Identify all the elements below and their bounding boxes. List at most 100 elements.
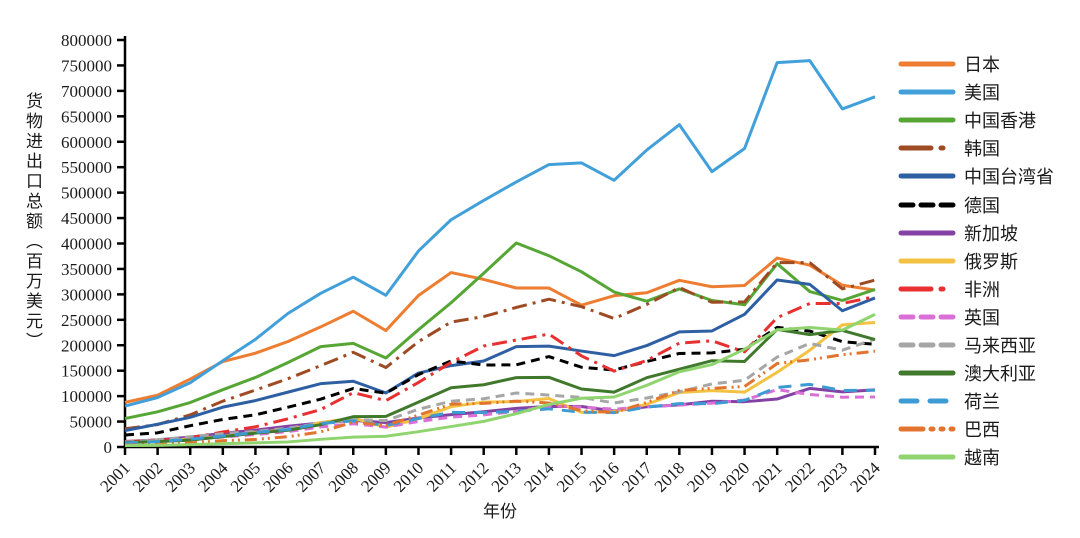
series-line-korea: [124, 261, 876, 431]
x-tick-label: 2015: [553, 458, 590, 495]
legend-swatch-brazil: [898, 426, 956, 432]
y-tick-label: 50000: [70, 413, 113, 432]
legend-item-malaysia: 马来西亚: [898, 331, 1054, 359]
x-tick-label: 2009: [357, 458, 394, 495]
y-tick-label: 750000: [61, 56, 112, 75]
y-tick-label: 250000: [61, 311, 112, 330]
legend-item-taiwan: 中国台湾省: [898, 162, 1054, 190]
series-line-vietnam: [124, 313, 876, 448]
legend-item-germany: 德国: [898, 190, 1054, 218]
legend-swatch-germany: [898, 202, 956, 208]
legend-label: 非洲: [964, 279, 1000, 300]
series-line-netherlands: [124, 382, 876, 445]
x-tick-label: 2003: [162, 458, 199, 495]
x-tick-label: 2016: [585, 458, 622, 495]
x-tick-label: 2020: [716, 458, 753, 495]
x-tick-label: 2010: [390, 458, 427, 495]
y-tick-label: 500000: [61, 184, 112, 203]
legend-label: 日本: [964, 55, 1000, 76]
legend-swatch-africa: [898, 286, 956, 292]
x-tick-label: 2001: [96, 458, 133, 495]
legend-swatch-australia: [898, 370, 956, 376]
legend-swatch-hong-kong: [898, 117, 956, 123]
y-tick-label: 700000: [61, 82, 112, 101]
legend-label: 马来西亚: [964, 335, 1036, 356]
legend-swatch-uk: [898, 314, 956, 320]
x-tick-label: 2005: [227, 458, 264, 495]
y-axis-title: 货物进出口总额（百万美元）: [23, 92, 42, 352]
legend-item-japan: 日本: [898, 50, 1054, 78]
x-tick-label: 2007: [292, 458, 330, 496]
legend-label: 美国: [964, 83, 1000, 104]
legend-swatch-russia: [898, 258, 956, 264]
series-line-germany: [124, 325, 876, 437]
legend-item-uk: 英国: [898, 303, 1054, 331]
x-tick-label: 2018: [651, 458, 688, 495]
legend-item-brazil: 巴西: [898, 415, 1054, 443]
legend-label: 俄罗斯: [964, 251, 1018, 272]
x-tick-label: 2019: [683, 458, 720, 495]
legend-item-netherlands: 荷兰: [898, 387, 1054, 415]
legend-swatch-usa: [898, 89, 956, 95]
legend-swatch-netherlands: [898, 398, 956, 404]
legend-label: 新加坡: [964, 223, 1018, 244]
legend-label: 中国香港: [964, 111, 1036, 132]
x-tick-label: 2013: [488, 458, 525, 495]
legend-item-singapore: 新加坡: [898, 219, 1054, 247]
legend-label: 越南: [964, 448, 1000, 469]
legend-swatch-malaysia: [898, 342, 956, 348]
legend-label: 韩国: [964, 139, 1000, 160]
legend-label: 英国: [964, 307, 1000, 328]
x-tick-label: 2017: [618, 458, 656, 496]
legend-swatch-japan: [898, 61, 956, 67]
series-line-usa: [124, 59, 876, 408]
x-tick-label: 2024: [846, 458, 884, 496]
y-tick-label: 300000: [61, 285, 112, 304]
x-tick-label: 2011: [423, 458, 460, 495]
legend-item-usa: 美国: [898, 78, 1054, 106]
y-tick-label: 100000: [61, 387, 112, 406]
legend: 日本美国中国香港韩国中国台湾省德国新加坡俄罗斯非洲英国马来西亚澳大利亚荷兰巴西越…: [898, 50, 1054, 471]
legend-label: 中国台湾省: [964, 167, 1054, 188]
x-tick-label: 2021: [749, 458, 786, 495]
x-tick-label: 2008: [325, 458, 362, 495]
x-tick-label: 2004: [194, 458, 232, 496]
y-tick-label: 550000: [61, 158, 112, 177]
legend-swatch-singapore: [898, 230, 956, 236]
series-line-japan: [124, 256, 876, 404]
legend-swatch-vietnam: [898, 454, 956, 460]
legend-item-hong-kong: 中国香港: [898, 106, 1054, 134]
y-tick-label: 600000: [61, 133, 112, 152]
x-axis-title: 年份: [483, 502, 517, 521]
y-tick-label: 0: [104, 438, 113, 457]
legend-label: 荷兰: [964, 392, 1000, 413]
legend-item-australia: 澳大利亚: [898, 359, 1054, 387]
y-tick-label: 450000: [61, 209, 112, 228]
x-tick-label: 2022: [781, 458, 818, 495]
y-tick-label: 800000: [61, 31, 112, 50]
series-line-taiwan: [124, 278, 876, 433]
x-tick-label: 2014: [520, 458, 558, 496]
legend-label: 德国: [964, 195, 1000, 216]
legend-label: 澳大利亚: [964, 364, 1036, 385]
x-tick-label: 2023: [814, 458, 851, 495]
x-tick-label: 2006: [259, 458, 296, 495]
series-line-brazil: [124, 349, 876, 447]
legend-item-russia: 俄罗斯: [898, 247, 1054, 275]
legend-swatch-taiwan: [898, 173, 956, 179]
legend-swatch-korea: [898, 145, 956, 151]
y-tick-label: 150000: [61, 362, 112, 381]
legend-item-vietnam: 越南: [898, 443, 1054, 471]
y-tick-label: 650000: [61, 107, 112, 126]
legend-item-africa: 非洲: [898, 275, 1054, 303]
y-tick-label: 400000: [61, 235, 112, 254]
x-tick-label: 2012: [455, 458, 492, 495]
series-line-hong-kong: [124, 241, 876, 420]
legend-item-korea: 韩国: [898, 134, 1054, 162]
x-tick-label: 2002: [129, 458, 166, 495]
legend-label: 巴西: [964, 420, 1000, 441]
series-line-australia: [124, 327, 876, 444]
y-tick-label: 350000: [61, 260, 112, 279]
series-line-malaysia: [124, 337, 876, 444]
